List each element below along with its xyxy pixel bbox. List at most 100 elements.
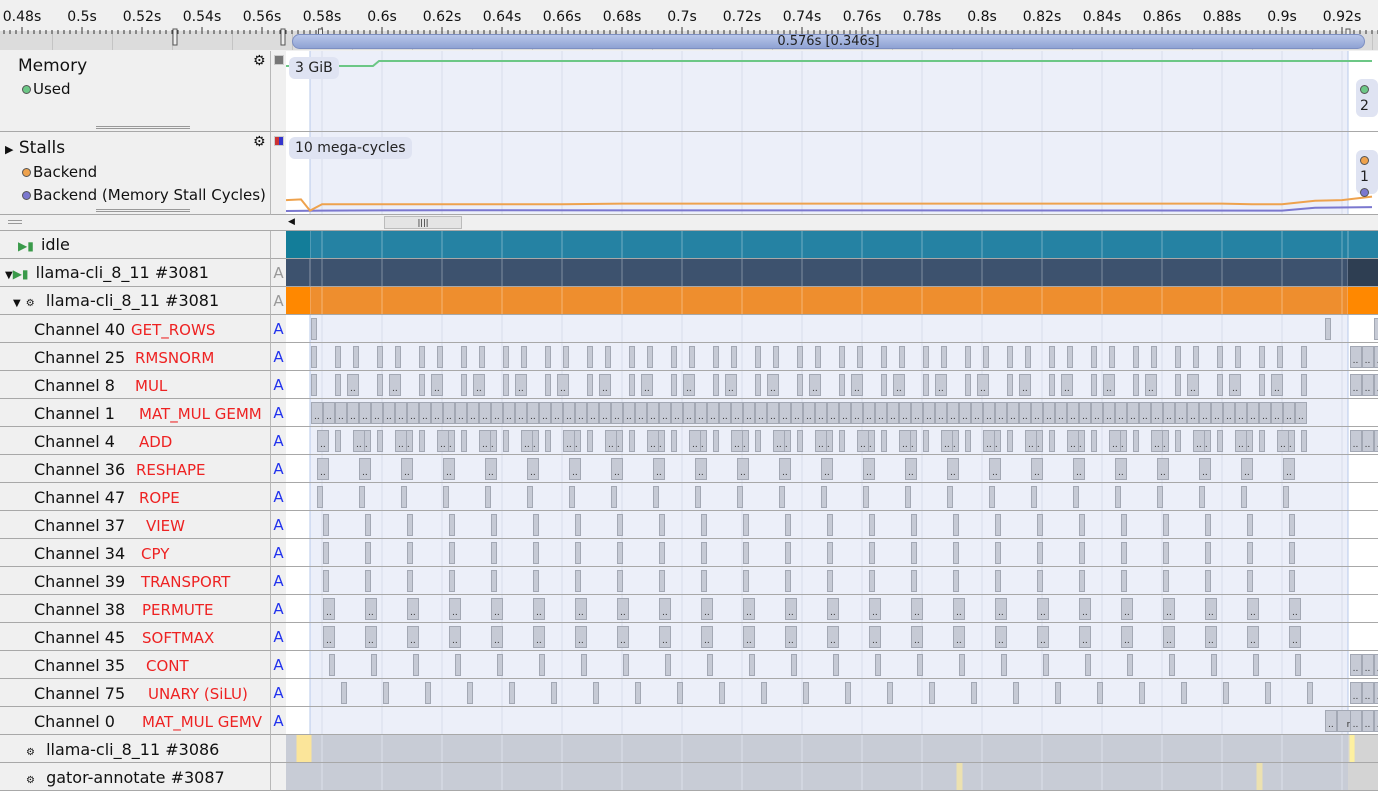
channel-event[interactable] [743,542,749,564]
channel-event[interactable]: .. [1163,626,1175,648]
channel-event[interactable] [1091,346,1097,368]
channel-event[interactable]: .. [335,402,347,424]
channel-event[interactable] [959,654,965,676]
channel-event[interactable] [545,374,551,396]
channel-event[interactable]: .. [827,626,839,648]
channel-event[interactable] [323,570,329,592]
channel-event[interactable]: .. [1187,402,1199,424]
channel-event[interactable]: .. [1374,430,1378,452]
channel-event[interactable] [1211,654,1217,676]
channel-event[interactable] [419,346,425,368]
channel-event[interactable]: .. [551,402,563,424]
channel-event[interactable]: .. [1103,374,1115,396]
channel-event[interactable] [773,346,779,368]
channel-event[interactable] [983,346,989,368]
channel-event[interactable] [629,346,635,368]
channel-event[interactable] [407,542,413,564]
channel-event[interactable]: .. [869,626,881,648]
channel-event[interactable] [1097,682,1103,704]
channel-event[interactable]: .. [1374,682,1378,704]
channel-event[interactable]: .. [815,430,827,452]
channel-event[interactable] [461,430,467,452]
channel-event[interactable] [1121,570,1127,592]
channel-event[interactable] [1157,486,1163,508]
channel-event[interactable]: .. [563,430,575,452]
channel-event[interactable]: .. [617,626,629,648]
channel-event[interactable]: .. [365,626,377,648]
channel-event[interactable]: .. [971,402,983,424]
channel-event[interactable]: .. [731,430,743,452]
channel-event[interactable]: .. [347,402,359,424]
channel-event[interactable] [881,374,887,396]
channel-event[interactable]: .. [785,598,797,620]
channel-event[interactable]: .. [1079,402,1091,424]
channel-event[interactable]: .. [617,598,629,620]
channel-event[interactable]: .. [1283,402,1295,424]
channel-event[interactable] [1235,346,1241,368]
annotation-toggle[interactable] [270,735,286,763]
channel-event[interactable] [671,374,677,396]
channel-event[interactable]: .. [1061,374,1073,396]
channel-event[interactable]: .. [1175,402,1187,424]
channel-event[interactable] [539,654,545,676]
color-swatch-icon[interactable] [274,55,284,65]
channel-event[interactable]: .. [827,598,839,620]
channel-event[interactable] [365,542,371,564]
channel-event[interactable] [947,486,953,508]
channel-event[interactable]: .. [599,374,611,396]
channel-event[interactable]: .. [515,402,527,424]
channel-event[interactable]: .. [1325,710,1337,732]
channel-event[interactable]: .. [935,402,947,424]
channel-event[interactable] [965,374,971,396]
channel-event[interactable] [1109,346,1115,368]
channel-event[interactable]: .. [575,626,587,648]
channel-event[interactable]: .. [1025,430,1037,452]
channel-event[interactable] [761,682,767,704]
thread-row[interactable]: ▼▶▮ llama-cli_8_11 #3081 [0,259,270,287]
channel-event[interactable]: .. [473,374,485,396]
channel-event[interactable]: .. [431,402,443,424]
channel-row-lane[interactable]: ..re........... [286,707,1378,735]
channel-event[interactable]: .. [995,626,1007,648]
channel-row-lane[interactable] [286,315,1378,343]
channel-event[interactable] [503,346,509,368]
channel-event[interactable] [1259,346,1265,368]
channel-event[interactable] [785,570,791,592]
channel-event[interactable]: .. [935,374,947,396]
channel-event[interactable]: .. [755,402,767,424]
channel-event[interactable]: .. [407,626,419,648]
channel-event[interactable] [863,486,869,508]
channel-event[interactable]: .. [1163,402,1175,424]
channel-event[interactable]: .. [1091,402,1103,424]
channel-event[interactable] [371,654,377,676]
channel-event[interactable]: .. [419,402,431,424]
channel-event[interactable] [1007,374,1013,396]
annotation-toggle[interactable] [270,763,286,791]
channel-event[interactable]: .. [1109,430,1121,452]
channel-event[interactable]: .. [863,458,875,480]
thread-row[interactable]: ▼ ⚙ llama-cli_8_11 #3081 [0,287,270,315]
channel-event[interactable]: .. [803,402,815,424]
channel-event[interactable] [971,682,977,704]
channel-event[interactable]: .. [365,598,377,620]
channel-event[interactable]: .. [857,430,869,452]
channel-event[interactable]: .. [887,402,899,424]
channel-event[interactable] [821,486,827,508]
channel-event[interactable]: .. [1121,626,1133,648]
channel-event[interactable] [611,486,617,508]
channel-event[interactable]: .. [347,374,359,396]
channel-event[interactable] [659,542,665,564]
channel-event[interactable]: .. [821,458,833,480]
annotation-toggle[interactable]: A [270,651,286,679]
channel-event[interactable]: .. [533,626,545,648]
channel-event[interactable] [1169,654,1175,676]
channel-event[interactable]: .. [1067,430,1079,452]
stalls-title[interactable]: ▶ Stalls [5,138,65,158]
channel-event[interactable] [1055,682,1061,704]
channel-event[interactable] [689,346,695,368]
channel-event[interactable] [1049,346,1055,368]
channel-event[interactable] [311,318,317,340]
channel-event[interactable] [839,374,845,396]
